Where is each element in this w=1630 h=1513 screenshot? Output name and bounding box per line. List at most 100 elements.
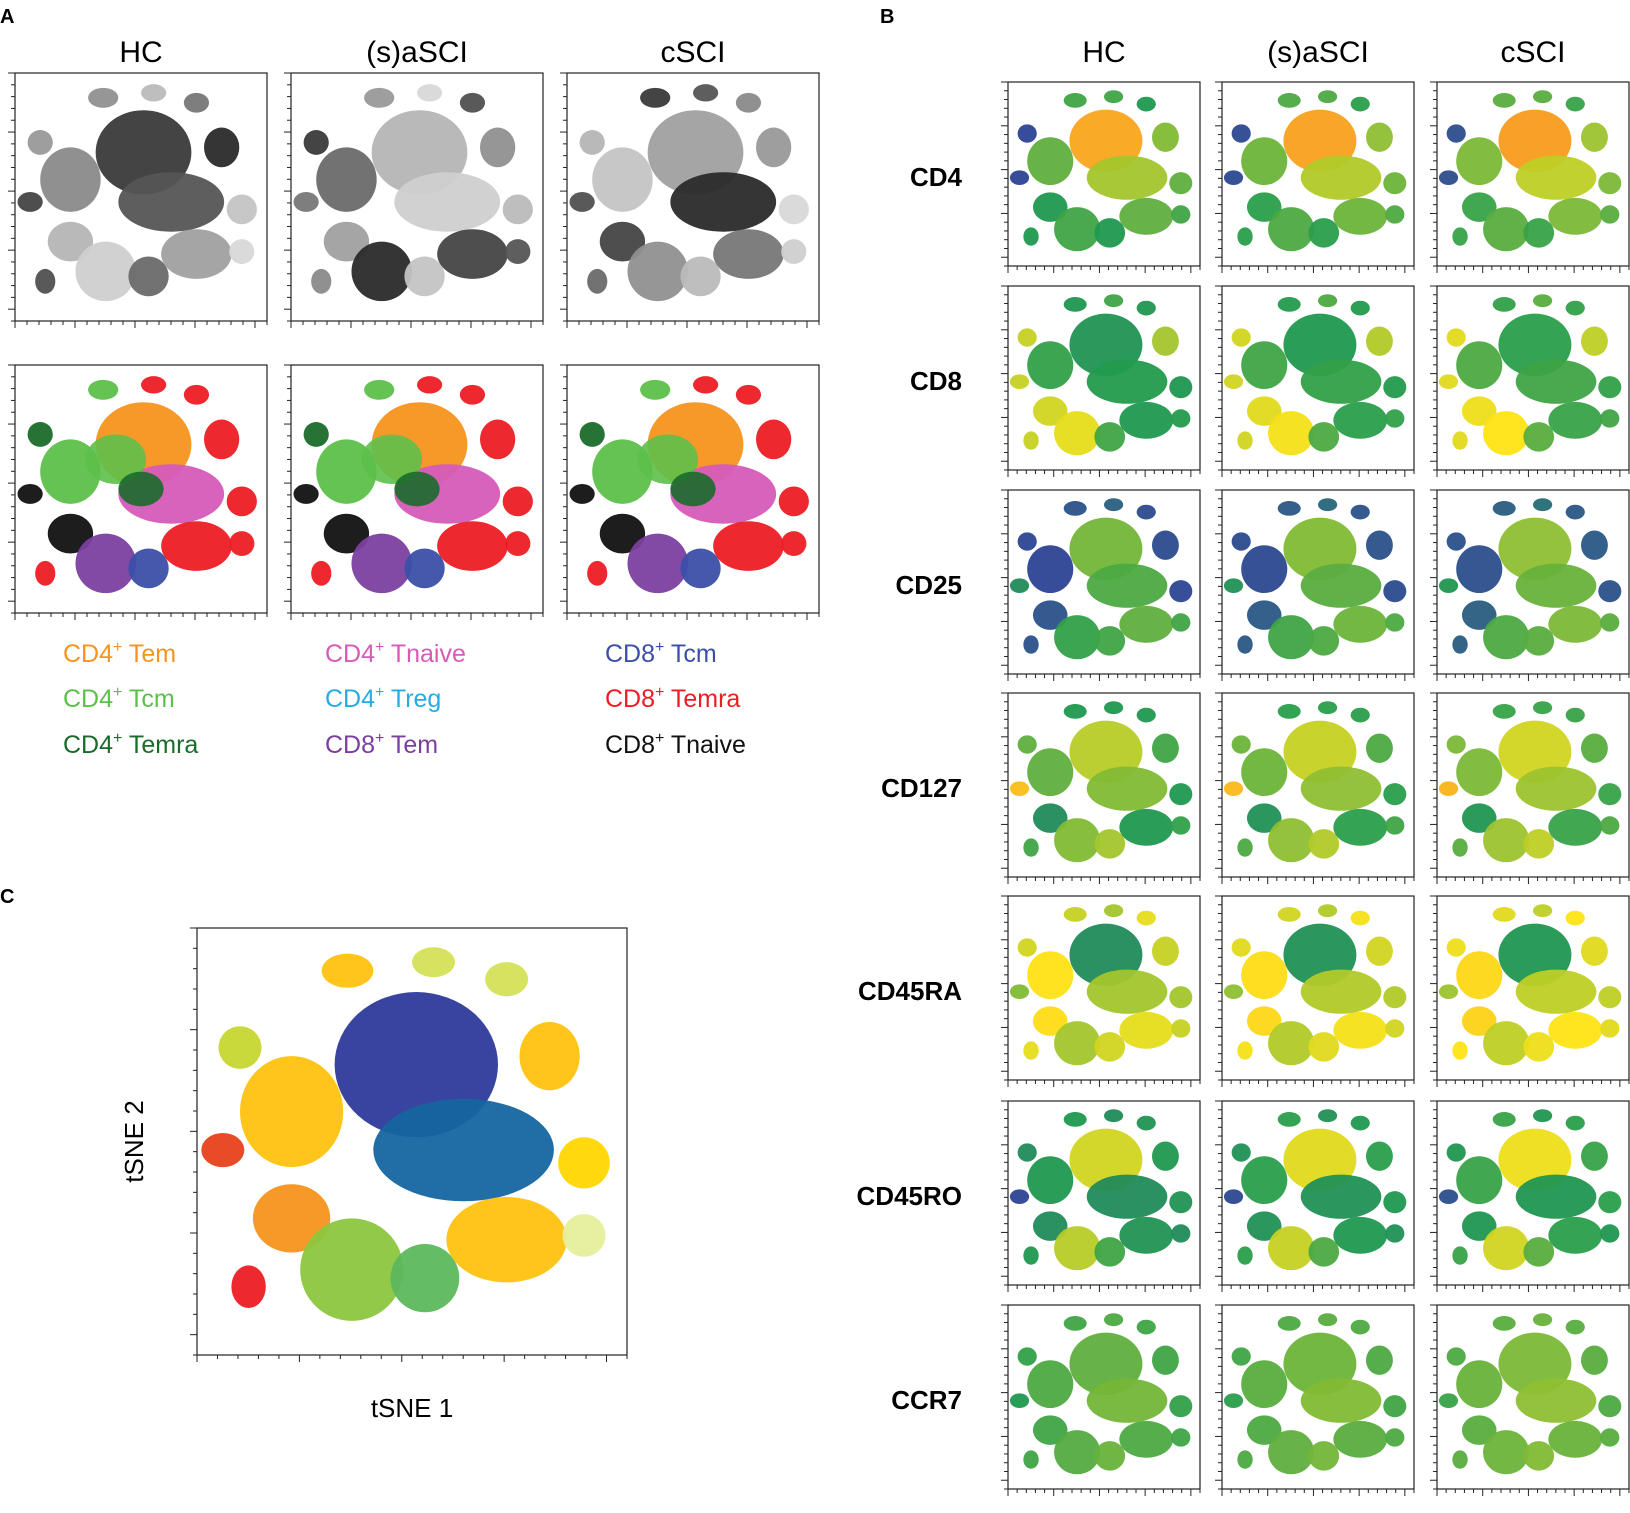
- tsne-cluster: [1063, 501, 1087, 516]
- tsne-cluster: [1318, 498, 1338, 512]
- tsne-cluster: [587, 268, 608, 294]
- tsne-cluster: [1523, 1032, 1555, 1062]
- marker-expression-map: [1001, 692, 1201, 884]
- tsne-cluster: [1023, 227, 1039, 246]
- tsne-cluster: [1241, 748, 1288, 797]
- tsne-cluster: [47, 513, 94, 554]
- tsne-cluster: [1565, 504, 1585, 520]
- tsne-cluster: [204, 419, 240, 460]
- tsne-cluster: [1086, 563, 1168, 608]
- tsne-cluster: [1054, 411, 1101, 456]
- tsne-cluster: [1456, 1156, 1503, 1205]
- marker-expression-map: [1215, 895, 1415, 1087]
- tsne-cluster: [141, 376, 167, 394]
- tsne-cluster: [1300, 155, 1382, 200]
- tsne-cluster: [1456, 748, 1503, 797]
- tsne-cluster: [1171, 205, 1191, 224]
- tsne-cluster: [1231, 532, 1251, 551]
- marker-expression-map: [1430, 692, 1630, 884]
- tsne-cluster: [35, 560, 56, 586]
- tsne-cluster: [1119, 1216, 1174, 1254]
- tsne-cluster: [1094, 1441, 1126, 1471]
- tsne-cluster: [1565, 1319, 1585, 1335]
- tsne-cluster: [1300, 766, 1382, 811]
- tsne-cluster: [300, 1218, 404, 1321]
- tsne-cluster: [231, 1265, 266, 1309]
- tsne-cluster: [226, 194, 257, 225]
- tsne-cluster: [1009, 984, 1030, 1000]
- tsne-cluster: [1456, 1360, 1503, 1409]
- tsne-cluster: [1023, 635, 1039, 654]
- tsne-cluster: [562, 1214, 606, 1257]
- tsne-cluster: [1104, 90, 1124, 104]
- tsne-cluster: [1446, 938, 1466, 957]
- tsne-cluster: [1268, 1430, 1315, 1475]
- tsne-cluster: [394, 172, 501, 232]
- legend-item: CD8+ Tcm: [605, 639, 717, 668]
- tsne-cluster: [1492, 93, 1516, 108]
- tsne-cluster: [1548, 401, 1603, 439]
- tsne-cluster: [1136, 96, 1156, 112]
- legend-item: CD4+ Temra: [63, 730, 198, 759]
- population-legend: CD4+ Tem CD4+ Tnaive CD8+ Tcm CD4+ Tcm CD4+ …: [63, 639, 746, 759]
- tsne-cluster: [1318, 1109, 1338, 1123]
- panel-b-condition-title: cSCI: [1500, 36, 1565, 69]
- tsne-cluster: [1223, 781, 1244, 797]
- tsne-cluster: [1241, 137, 1288, 186]
- tsne-cluster: [1318, 1313, 1338, 1327]
- tsne-cluster: [1169, 783, 1193, 806]
- tsne-cluster: [1350, 96, 1370, 112]
- tsne-cluster: [1300, 969, 1382, 1014]
- tsne-cluster: [404, 548, 445, 589]
- tsne-cluster: [1366, 122, 1393, 152]
- tsne-cluster: [1523, 218, 1555, 248]
- tsne-cluster: [1350, 910, 1370, 926]
- panel-label-b: B: [880, 6, 894, 28]
- tsne-cluster: [1119, 1011, 1174, 1049]
- tsne-cluster: [1237, 1041, 1253, 1060]
- tsne-cluster: [1483, 411, 1530, 456]
- tsne-cluster: [1032, 803, 1068, 833]
- tsne-cluster: [27, 130, 53, 155]
- tsne-cluster: [1119, 605, 1174, 643]
- tsne-cluster: [1438, 1393, 1459, 1409]
- tsne-cluster: [1308, 422, 1340, 452]
- tsne-cluster: [1032, 600, 1068, 630]
- tsne-cluster: [40, 147, 101, 212]
- tsne-cluster: [1246, 1006, 1282, 1036]
- tsne-cluster: [1169, 172, 1193, 195]
- tsne-cluster: [1581, 1141, 1608, 1171]
- tsne-cluster: [1171, 816, 1191, 835]
- tsne-cluster: [1119, 197, 1174, 235]
- tsne-cluster: [1032, 1415, 1068, 1445]
- tsne-cluster: [1300, 1378, 1382, 1423]
- tsne-cluster: [1366, 326, 1393, 356]
- tsne-cluster: [1483, 207, 1530, 252]
- tsne-cluster: [693, 376, 719, 394]
- tsne-cluster: [1333, 605, 1388, 643]
- tsne-cluster-map: [190, 927, 628, 1362]
- tsne-cluster: [1483, 1226, 1530, 1271]
- tsne-cluster: [1598, 986, 1622, 1009]
- tsne-cluster: [1246, 803, 1282, 833]
- tsne-cluster: [1383, 783, 1407, 806]
- tsne-cluster: [27, 422, 53, 447]
- tsne-cluster: [128, 256, 169, 297]
- tsne-cluster: [1308, 626, 1340, 656]
- tsne-cluster: [1054, 1430, 1101, 1475]
- y-axis-label: tSNE 2: [119, 1100, 149, 1182]
- tsne-cluster: [1104, 904, 1124, 918]
- tsne-cluster: [1169, 376, 1193, 399]
- legend-item: CD4+ Tnaive: [325, 639, 466, 668]
- tsne-cluster: [1318, 904, 1338, 918]
- tsne-cluster: [1383, 1191, 1407, 1214]
- tsne-cluster: [1023, 1450, 1039, 1469]
- tsne-cluster: [1461, 600, 1497, 630]
- tsne-cluster: [1533, 1313, 1553, 1327]
- tsne-cluster: [1104, 701, 1124, 715]
- tsne-cluster: [75, 533, 136, 594]
- marker-label: CD45RO: [857, 1181, 962, 1211]
- tsne-cluster: [1581, 326, 1608, 356]
- tsne-cluster: [1333, 1420, 1388, 1458]
- tsne-cluster: [1223, 1393, 1244, 1409]
